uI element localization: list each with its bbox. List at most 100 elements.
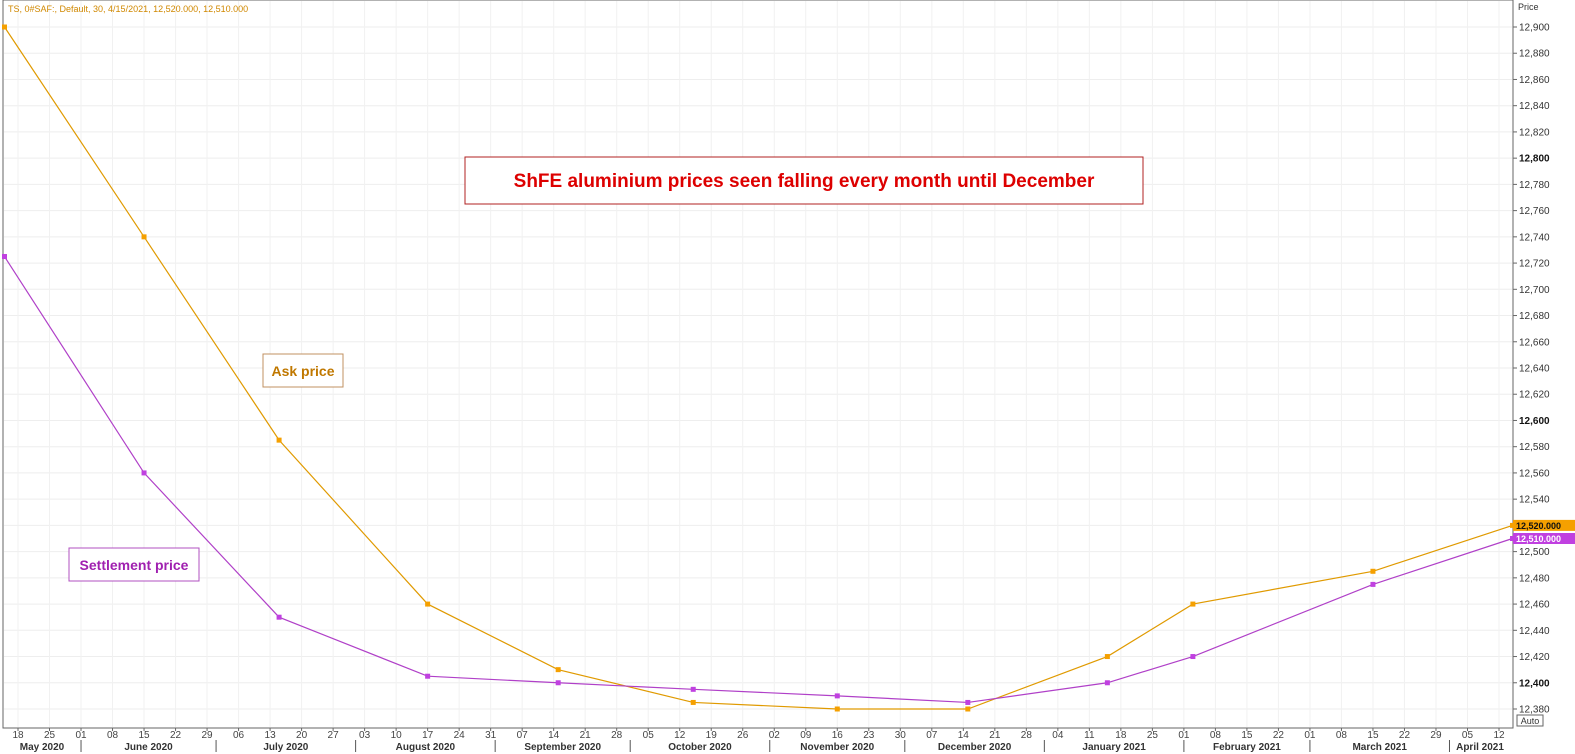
settlement-box: [68, 547, 200, 582]
series-0-point: [1510, 522, 1516, 528]
x-day-label: 09: [800, 730, 812, 741]
y-tick-label: 12,620: [1519, 390, 1550, 401]
series-1-point: [834, 693, 840, 699]
x-day-label: 18: [1115, 730, 1127, 741]
x-day-label: 08: [1336, 730, 1348, 741]
series-1-point: [1104, 680, 1110, 686]
series-line-0: [3, 26, 1513, 710]
x-day-label: 04: [1052, 730, 1064, 741]
x-day-label: 29: [1430, 730, 1442, 741]
title-box: [464, 156, 1144, 205]
auto-button-box[interactable]: [1516, 714, 1544, 727]
series-1-point: [690, 686, 696, 692]
x-day-label: 16: [832, 730, 844, 741]
ask-box: [262, 353, 344, 388]
x-day-label: 24: [454, 730, 466, 741]
x-month-label: December 2020: [938, 742, 1012, 753]
last-value-tag-0: [1513, 519, 1575, 531]
x-day-label: 03: [359, 730, 371, 741]
x-day-label: 08: [107, 730, 119, 741]
y-tick-label: 12,900: [1519, 23, 1550, 34]
series-1-point: [555, 680, 561, 686]
y-tick-label: 12,820: [1519, 127, 1550, 138]
x-day-label: 29: [202, 730, 214, 741]
series-1-point: [965, 699, 971, 705]
y-tick-label: 12,680: [1519, 311, 1550, 322]
x-day-label: 13: [265, 730, 277, 741]
series-0-point: [834, 706, 840, 712]
x-day-label: 14: [548, 730, 560, 741]
x-day-label: 25: [1147, 730, 1159, 741]
series-1-point: [1370, 581, 1376, 587]
auto-button-label[interactable]: Auto: [1521, 716, 1540, 726]
series-0-point: [1104, 654, 1110, 660]
series-0-point: [276, 437, 282, 443]
x-month-label: July 2020: [263, 742, 308, 753]
ask-label: Ask price: [271, 363, 334, 379]
ask-annotation: Ask price: [262, 353, 344, 388]
last-value-labels: 12,520.000 12,510.000: [1513, 519, 1575, 544]
settlement-label: Settlement price: [80, 557, 189, 573]
x-day-label: 19: [706, 730, 718, 741]
y-tick-label: 12,800: [1519, 154, 1550, 165]
y-tick-label: 12,460: [1519, 600, 1550, 611]
x-day-label: 07: [926, 730, 938, 741]
x-month-label: February 2021: [1213, 742, 1281, 753]
x-day-label: 06: [233, 730, 245, 741]
x-day-label: 22: [1273, 730, 1285, 741]
y-tick-label: 12,700: [1519, 285, 1550, 296]
y-tick-label: 12,640: [1519, 364, 1550, 375]
x-day-label: 02: [769, 730, 781, 741]
x-day-label: 15: [1241, 730, 1253, 741]
x-day-label: 05: [643, 730, 655, 741]
y-tick-label: 12,860: [1519, 75, 1550, 86]
x-month-label: May 2020: [20, 742, 65, 753]
x-month-label: April 2021: [1456, 742, 1504, 753]
x-day-label: 01: [1304, 730, 1316, 741]
y-tick-label: 12,560: [1519, 468, 1550, 479]
series-1-point: [1, 254, 7, 260]
series-0-point: [141, 234, 147, 240]
auto-scale-button[interactable]: Auto: [1516, 714, 1544, 727]
series-0-point: [965, 706, 971, 712]
x-month-label: August 2020: [396, 742, 456, 753]
y-tick-label: 12,660: [1519, 337, 1550, 348]
y-axis-title: Price: [1518, 2, 1539, 12]
x-day-label: 15: [138, 730, 150, 741]
last-value-label-0: 12,520.000: [1516, 521, 1561, 531]
series-0-point: [555, 667, 561, 673]
x-day-label: 07: [517, 730, 529, 741]
series-0-point: [690, 699, 696, 705]
series-0-point: [1370, 568, 1376, 574]
chart-title: ShFE aluminium prices seen falling every…: [514, 171, 1095, 192]
y-tick-label: 12,600: [1519, 416, 1550, 427]
x-day-label: 26: [737, 730, 749, 741]
x-day-label: 25: [44, 730, 56, 741]
x-month-label: November 2020: [800, 742, 874, 753]
y-tick-label: 12,500: [1519, 547, 1550, 558]
settlement-annotation: Settlement price: [68, 547, 200, 582]
x-axis: 18 25 01 08 15 22 29 06 13 20 27 03 10 17 24 31 07 14 21 28…: [12, 728, 1505, 753]
x-day-label: 15: [1367, 730, 1379, 741]
series-1-point: [1510, 536, 1516, 541]
y-tick-label: 12,720: [1519, 259, 1550, 270]
y-tick-label: 12,840: [1519, 101, 1550, 112]
x-day-label: 22: [1399, 730, 1411, 741]
x-day-label: 20: [296, 730, 308, 741]
x-day-label: 27: [328, 730, 340, 741]
x-day-label: 11: [1084, 730, 1095, 741]
y-axis: 12,380 12,400 12,420 12,440 12,460 12,480 12,5…: [1513, 23, 1550, 716]
y-tick-label: 12,760: [1519, 206, 1550, 217]
series-layer: [1, 24, 1516, 712]
x-day-label: 01: [75, 730, 87, 741]
last-value-tag-1: [1513, 533, 1575, 544]
x-day-label: 21: [580, 730, 592, 741]
y-tick-label: 12,480: [1519, 573, 1550, 584]
x-day-label: 12: [674, 730, 686, 741]
y-tick-label: 12,880: [1519, 49, 1550, 60]
y-tick-label: 12,380: [1519, 705, 1550, 716]
x-month-label: January 2021: [1082, 742, 1146, 753]
series-0-point: [1190, 601, 1196, 607]
